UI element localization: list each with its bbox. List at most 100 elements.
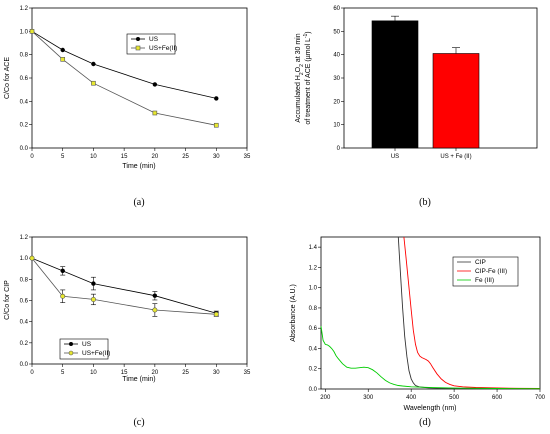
panel-d-series-2-line <box>403 236 541 389</box>
panel-a-point <box>91 61 96 67</box>
panel-a-point <box>152 110 158 116</box>
panel-a-xtick-label: 5 <box>61 154 65 160</box>
panel-c-point <box>213 311 219 317</box>
panel-c-ytick-label: 0.6 <box>20 299 29 305</box>
panel-c-point <box>90 296 96 302</box>
panel-a-point <box>152 82 158 87</box>
panel-a-point <box>214 96 219 101</box>
panel-a-ylabel: C/Co for ACE <box>4 57 11 99</box>
panel-c-point <box>152 307 158 313</box>
panel-c-xtick-label: 5 <box>61 370 65 376</box>
panel-d-ytick-label: 1.0 <box>309 286 318 292</box>
panel-a-xtick-label: 10 <box>90 154 97 160</box>
panel-a-point <box>91 80 96 86</box>
panel-a-legend-marker <box>136 37 140 41</box>
panel-b-ytick-label: 60 <box>333 6 340 12</box>
panel-d-ytick-label: 0.4 <box>309 346 318 352</box>
panel-c-caption: (c) <box>133 417 144 428</box>
panel-a-legend-label: US+Fe(II) <box>149 45 177 52</box>
panel-c-ytick-label: 0.0 <box>20 362 29 368</box>
panel-b-ytick-label: 30 <box>333 76 340 82</box>
panel-d-xtick-label: 200 <box>320 395 331 401</box>
panel-d-plot-frame <box>320 236 541 390</box>
panel-a-point <box>60 57 66 62</box>
panel-c-xtick-label: 15 <box>121 370 128 376</box>
panel-d-legend-label: CIP-Fe (III) <box>475 268 507 275</box>
panel-a-xtick-label: 15 <box>121 154 128 160</box>
panel-d-ytick-label: 1.4 <box>309 245 318 251</box>
panel-c-ylabel: C/Co for CIP <box>4 280 11 320</box>
panel-a-series-2-line <box>31 31 217 126</box>
panel-c-legend-marker <box>68 350 74 356</box>
panel-b-bar <box>432 53 480 149</box>
panel-b-ylabel-line1: Accumulated H2O2 at 30 min <box>295 33 305 122</box>
panel-b-ytick-label: 0 <box>337 146 341 152</box>
panel-d-series-3-line <box>320 326 541 390</box>
panel-d-ytick-label: 0.2 <box>309 367 318 373</box>
panel-d-xtick-label: 700 <box>535 395 546 401</box>
panel-a-ytick-label: 0.2 <box>20 123 29 129</box>
panel-d-caption: (d) <box>419 417 431 428</box>
panel-d-ytick-label: 0.0 <box>309 387 318 393</box>
panel-c-ytick-label: 0.4 <box>20 320 29 326</box>
panel-d-xtick-label: 300 <box>363 395 374 401</box>
panel-a-xtick-label: 20 <box>152 154 159 160</box>
panel-b-ytick-label: 20 <box>333 99 340 105</box>
panel-d-legend-label: CIP <box>475 259 486 266</box>
panel-a-caption: (a) <box>133 197 144 208</box>
panel-a-xtick-label: 0 <box>30 154 34 160</box>
panel-a-point <box>60 47 65 53</box>
panel-c-ytick-label: 1.0 <box>20 256 29 262</box>
panel-c-xtick-label: 10 <box>90 370 97 376</box>
panel-d-xtick-label: 500 <box>449 395 460 401</box>
panel-b-bar <box>371 20 419 149</box>
panel-b-caption: (b) <box>419 197 431 208</box>
panel-a-ytick-label: 0.0 <box>20 146 29 152</box>
panel-c-series-2-line <box>31 257 217 315</box>
panel-b-ytick-label: 40 <box>333 53 340 59</box>
panel-a-point <box>213 122 219 128</box>
panel-c-xtick-label: 0 <box>30 370 34 376</box>
panel-d-ytick-label: 1.2 <box>309 265 318 271</box>
panel-c-ytick-label: 0.2 <box>20 341 29 347</box>
panel-a-ytick-label: 0.6 <box>20 76 29 82</box>
panel-c-point <box>29 255 35 261</box>
panel-c-point <box>60 293 66 299</box>
panel-c-point <box>91 281 96 286</box>
panel-c-legend-label: US+Fe(II) <box>82 350 110 357</box>
panel-c-xtick-label: 20 <box>152 370 159 376</box>
panel-d-xtick-label: 400 <box>406 395 417 401</box>
panel-a-legend-label: US <box>149 36 159 43</box>
panel-c-xtick-label: 25 <box>182 370 189 376</box>
panel-d-ylabel: Absorbance (A.U.) <box>290 284 297 342</box>
panel-c-point <box>152 293 158 298</box>
panel-c-xtick-label: 30 <box>213 370 220 376</box>
panel-a-xtick-label: 25 <box>182 154 189 160</box>
panel-d-legend-label: Fe (III) <box>475 277 494 284</box>
panel-a-legend-marker <box>135 45 141 51</box>
panel-a-xlabel: Time (min) <box>122 163 155 170</box>
panel-a-ytick-label: 0.8 <box>20 53 29 59</box>
panel-a-xtick-label: 30 <box>213 154 220 160</box>
panel-d-xlabel: Wavelength (nm) <box>403 405 456 412</box>
panel-a-point <box>29 29 35 34</box>
panel-d-ytick-label: 0.6 <box>309 326 318 332</box>
panel-b-ytick-label: 10 <box>333 123 340 129</box>
panel-c-legend-label: US <box>82 341 92 348</box>
panel-b-category-label: US + Fe (II) <box>440 154 471 160</box>
panel-c-xtick-label: 35 <box>244 370 251 376</box>
panel-a-xtick-label: 35 <box>244 154 251 160</box>
panel-d-xtick-label: 600 <box>492 395 503 401</box>
panel-c-ytick-label: 0.8 <box>20 277 29 283</box>
chart-marks: 0 5 10 15 20 25 30 35 0.0 0.2 0.4 0.6 0.8 1.0 1.2 US US+… <box>20 6 546 401</box>
panel-a-ytick-label: 1.0 <box>20 29 29 35</box>
panel-a-series-1-line <box>31 30 217 99</box>
panel-c-ytick-label: 1.2 <box>20 235 29 241</box>
panel-c-point <box>60 268 65 274</box>
panel-b-ylabel-line2: of treatment of ACE (µmol L-1) <box>303 31 312 124</box>
panel-c-xlabel: Time (min) <box>122 376 155 383</box>
panel-b-ytick-label: 50 <box>333 29 340 35</box>
panel-a-ytick-label: 0.4 <box>20 99 29 105</box>
panel-a-ytick-label: 1.2 <box>20 6 29 12</box>
